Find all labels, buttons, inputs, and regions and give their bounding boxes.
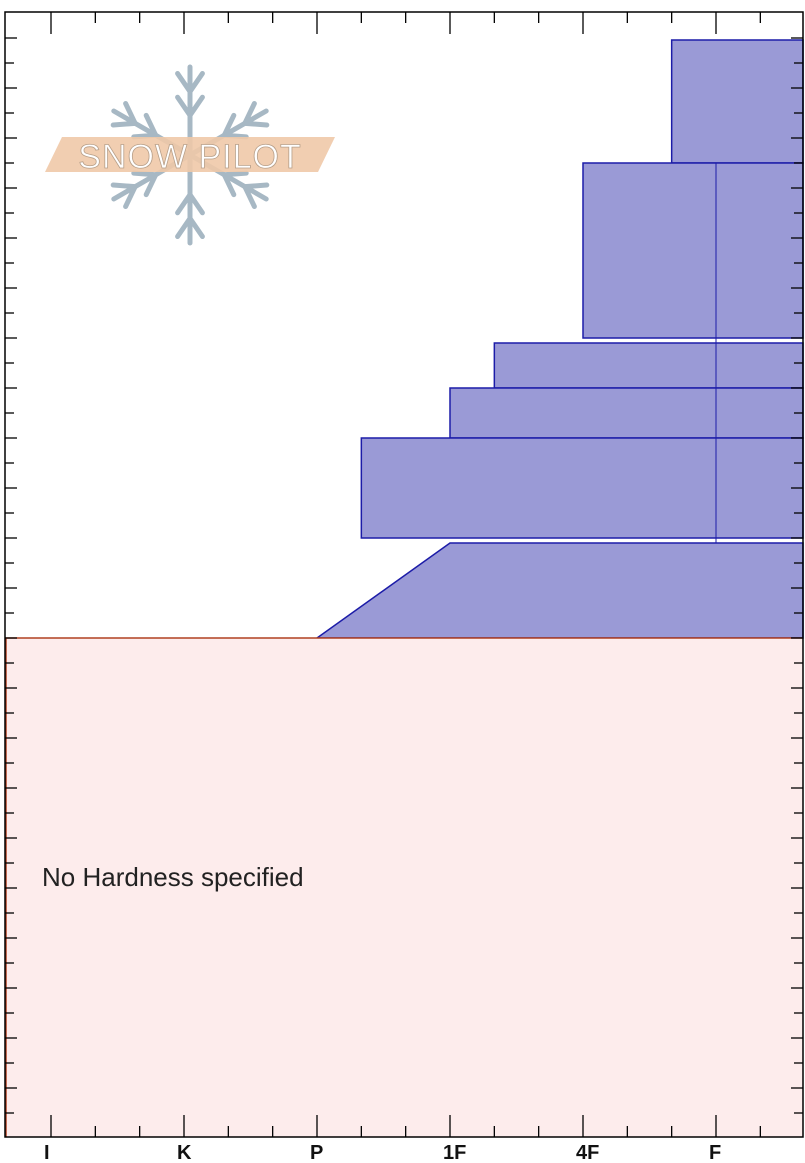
snowflake-branch <box>175 94 193 118</box>
snowflake-branch <box>175 70 193 95</box>
no-hardness-annotation: No Hardness specified <box>42 862 304 892</box>
chart-axes <box>4 11 804 1138</box>
x-tick-label: 1F <box>443 1142 466 1163</box>
snowflake-branch <box>242 100 257 126</box>
snowflake-branch <box>242 182 270 190</box>
snowflake-branch <box>143 112 159 138</box>
snowflake-branch <box>123 100 138 126</box>
snowflake-branch <box>143 172 159 198</box>
snowflake-branch <box>221 112 237 138</box>
layer-bar <box>314 542 804 639</box>
logo-text: SNOW PILOT <box>78 138 301 176</box>
logo-band <box>45 137 335 172</box>
snowflake-branch <box>110 182 138 190</box>
no-hardness-region: No Hardness specified <box>5 637 803 1137</box>
x-tick-label: F <box>709 1142 721 1163</box>
snowflake-branch <box>175 192 193 216</box>
snowflake-branch <box>110 120 138 128</box>
plot-frame <box>4 11 804 1138</box>
layer-bar <box>493 342 804 389</box>
snowflake-branch <box>187 192 205 216</box>
x-tick-label: 4F <box>576 1142 599 1163</box>
x-tick-label: K <box>177 1142 192 1163</box>
snowflake-branch <box>131 132 159 140</box>
snowflake-branch <box>187 215 205 240</box>
snowflake-branch <box>221 132 249 140</box>
layers-group <box>314 39 804 639</box>
snowflake-branch <box>175 215 193 240</box>
snowflake-branch <box>242 184 257 210</box>
x-tick-label: I <box>44 1142 50 1163</box>
x-tick-label: P <box>310 1142 323 1163</box>
layer-bar <box>670 39 804 164</box>
layer-bar <box>449 387 804 439</box>
layer-bar <box>582 162 804 339</box>
snowflake-branch <box>131 170 159 178</box>
x-tick-labels: I K P 1F 4F F <box>44 1142 721 1163</box>
snow-pilot-logo: SNOW PILOT <box>45 64 335 246</box>
snowflake-branch <box>221 170 249 178</box>
snowflake-branch <box>242 120 270 128</box>
snowflake-branch <box>187 94 205 118</box>
layer-bar <box>360 437 804 539</box>
snowflake-branch <box>187 70 205 95</box>
no-hardness-fill <box>5 638 803 1137</box>
snowflake-branch <box>123 184 138 210</box>
snowflake-branch <box>221 172 237 198</box>
